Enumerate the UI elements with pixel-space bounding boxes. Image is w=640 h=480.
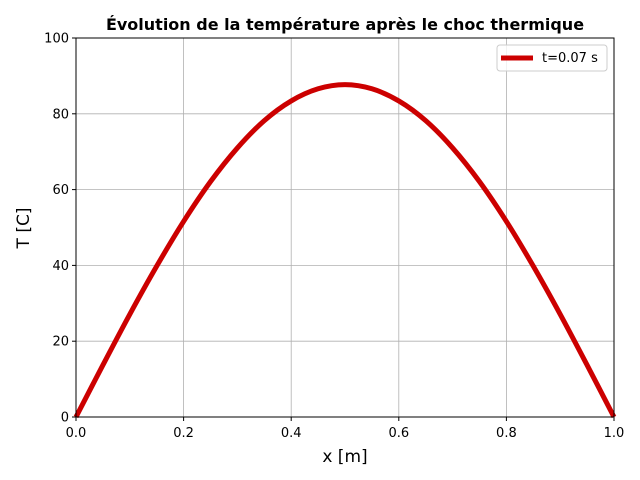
series-layer	[73, 82, 617, 419]
grid	[75, 37, 615, 418]
ticks: 0.0 0.2 0.4 0.6 0.8 1.0 0 20 40 60 80 100	[44, 32, 624, 442]
y-tick-label: 20	[52, 335, 69, 350]
x-tick-label: 0.2	[173, 426, 194, 441]
series-line-0	[73, 82, 617, 419]
y-tick-label: 0	[61, 411, 69, 426]
x-tick-label: 0.0	[66, 426, 87, 441]
legend-label: t=0.07 s	[542, 51, 598, 66]
y-tick-label: 100	[44, 32, 69, 47]
x-axis-label: x [m]	[322, 447, 367, 467]
y-tick-label: 40	[52, 259, 69, 274]
x-tick-label: 1.0	[604, 426, 625, 441]
plot-frame	[75, 37, 615, 418]
chart-title: Évolution de la température après le cho…	[106, 15, 584, 34]
legend-box	[496, 44, 608, 72]
x-tick-label: 0.8	[496, 426, 517, 441]
y-axis-label: T [C]	[14, 208, 34, 250]
y-tick-label: 60	[52, 183, 69, 198]
x-tick-label: 0.4	[281, 426, 302, 441]
y-tick-label: 80	[52, 107, 69, 122]
x-tick-label: 0.6	[388, 426, 409, 441]
legend: t=0.07 s	[496, 44, 608, 72]
